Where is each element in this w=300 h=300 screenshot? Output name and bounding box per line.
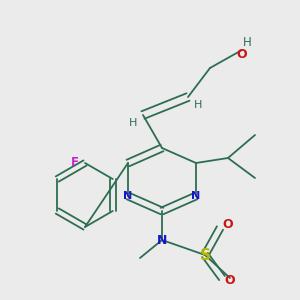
Text: F: F <box>71 157 79 169</box>
Text: H: H <box>243 35 251 49</box>
Text: S: S <box>200 248 211 262</box>
Text: H: H <box>129 118 137 128</box>
Text: N: N <box>191 191 201 201</box>
Text: O: O <box>237 49 247 62</box>
Text: N: N <box>123 191 133 201</box>
Text: O: O <box>225 274 235 287</box>
Text: N: N <box>157 233 167 247</box>
Text: H: H <box>194 100 202 110</box>
Text: O: O <box>223 218 233 232</box>
